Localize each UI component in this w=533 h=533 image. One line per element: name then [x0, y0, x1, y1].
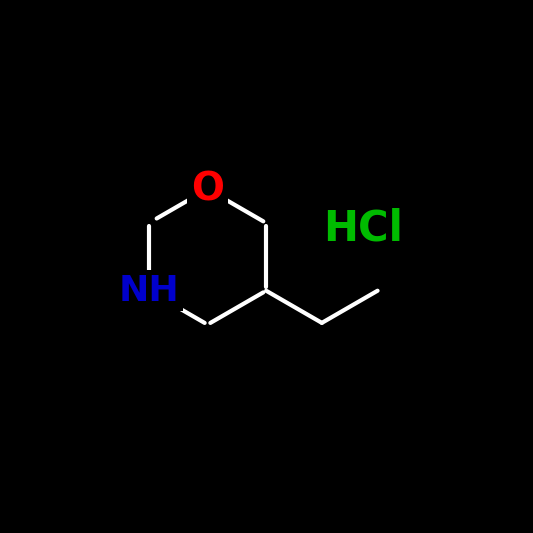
Text: O: O — [191, 170, 224, 208]
Text: NH: NH — [118, 274, 179, 308]
Text: HCl: HCl — [324, 207, 403, 249]
